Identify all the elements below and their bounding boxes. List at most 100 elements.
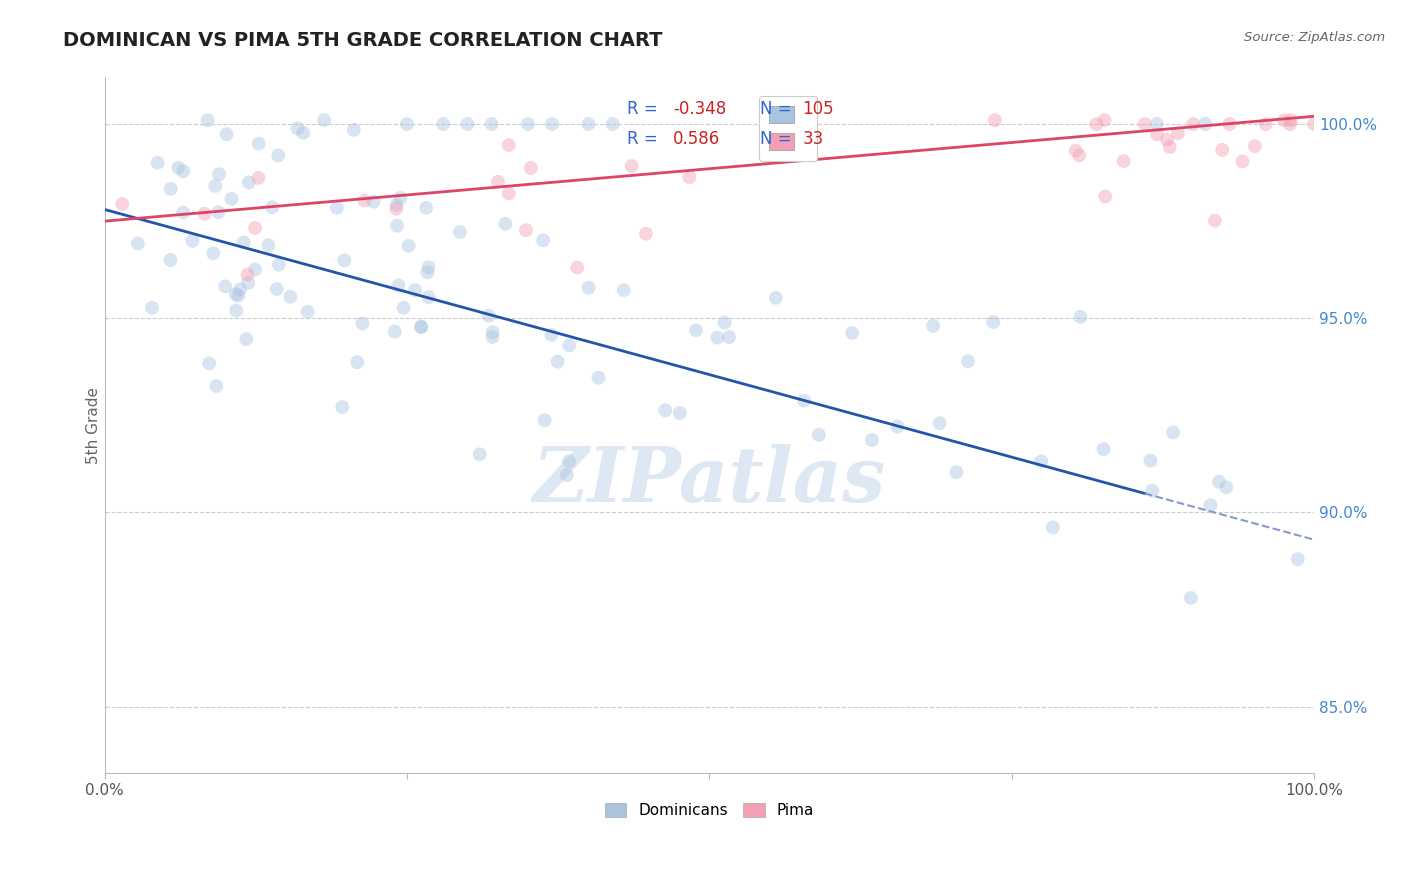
Point	[247, 136, 270, 151]
Point	[198, 356, 221, 370]
Point	[1208, 475, 1230, 489]
Point	[214, 279, 236, 293]
Point	[395, 117, 418, 131]
Point	[404, 283, 426, 297]
Point	[541, 117, 564, 131]
Point	[208, 167, 231, 181]
Text: ZIPatlas: ZIPatlas	[533, 443, 886, 517]
Point	[221, 192, 243, 206]
Point	[238, 276, 260, 290]
Point	[267, 258, 290, 272]
Point	[1156, 133, 1178, 147]
Point	[481, 325, 503, 339]
Point	[1215, 480, 1237, 494]
Point	[229, 283, 252, 297]
Point	[1167, 126, 1189, 140]
Point	[398, 239, 420, 253]
Point	[718, 330, 741, 344]
Point	[159, 182, 181, 196]
Point	[205, 379, 228, 393]
Point	[1085, 117, 1108, 131]
Point	[613, 283, 636, 297]
Point	[1159, 140, 1181, 154]
Point	[343, 123, 366, 137]
Point	[578, 281, 600, 295]
Point	[1094, 189, 1116, 203]
Point	[236, 268, 259, 282]
Point	[634, 227, 657, 241]
Point	[945, 465, 967, 479]
Point	[515, 223, 537, 237]
Text: 0.586: 0.586	[673, 129, 720, 148]
Point	[457, 117, 479, 131]
Point	[1286, 552, 1309, 566]
Point	[1092, 442, 1115, 456]
Point	[765, 291, 787, 305]
Point	[228, 288, 250, 302]
Point	[533, 413, 555, 427]
Point	[706, 331, 728, 345]
Point	[1180, 591, 1202, 605]
Point	[297, 304, 319, 318]
Point	[127, 236, 149, 251]
Text: R =: R =	[627, 129, 664, 148]
Point	[1146, 128, 1168, 142]
Point	[1272, 113, 1295, 128]
Point	[558, 338, 581, 352]
Point	[494, 217, 516, 231]
Point	[678, 170, 700, 185]
Point	[167, 161, 190, 175]
Point	[498, 186, 520, 201]
Point	[146, 155, 169, 169]
Point	[1211, 143, 1233, 157]
Point	[449, 225, 471, 239]
Point	[498, 138, 520, 153]
Point	[416, 265, 439, 279]
Point	[1182, 117, 1205, 131]
Y-axis label: 5th Grade: 5th Grade	[86, 386, 101, 464]
Point	[333, 253, 356, 268]
Point	[215, 127, 238, 141]
Point	[841, 326, 863, 340]
Point	[411, 320, 433, 334]
Text: Source: ZipAtlas.com: Source: ZipAtlas.com	[1244, 31, 1385, 45]
Point	[620, 159, 643, 173]
Point	[567, 260, 589, 275]
Point	[807, 427, 830, 442]
Point	[346, 355, 368, 369]
Point	[415, 201, 437, 215]
Point	[384, 325, 406, 339]
Point	[886, 419, 908, 434]
Point	[1069, 310, 1091, 324]
Point	[1094, 113, 1116, 128]
Point	[602, 117, 624, 131]
Point	[1279, 113, 1302, 128]
Point	[204, 178, 226, 193]
Point	[1064, 144, 1087, 158]
Point	[411, 319, 433, 334]
Point	[172, 205, 194, 219]
Point	[353, 194, 375, 208]
Point	[983, 315, 1005, 329]
Point	[432, 117, 454, 131]
Text: 33: 33	[803, 129, 824, 148]
Text: R =: R =	[627, 100, 664, 118]
Point	[478, 309, 501, 323]
Point	[1042, 520, 1064, 534]
Point	[392, 301, 415, 315]
Point	[468, 447, 491, 461]
Point	[207, 205, 229, 219]
Point	[713, 316, 735, 330]
Point	[385, 202, 408, 216]
Text: -0.348: -0.348	[673, 100, 727, 118]
Point	[588, 370, 610, 384]
Point	[1303, 117, 1326, 131]
Point	[517, 117, 540, 131]
Point	[984, 113, 1007, 128]
Point	[181, 234, 204, 248]
Point	[685, 323, 707, 337]
Point	[225, 303, 247, 318]
Point	[520, 161, 543, 175]
Text: N =: N =	[761, 129, 797, 148]
Point	[141, 301, 163, 315]
